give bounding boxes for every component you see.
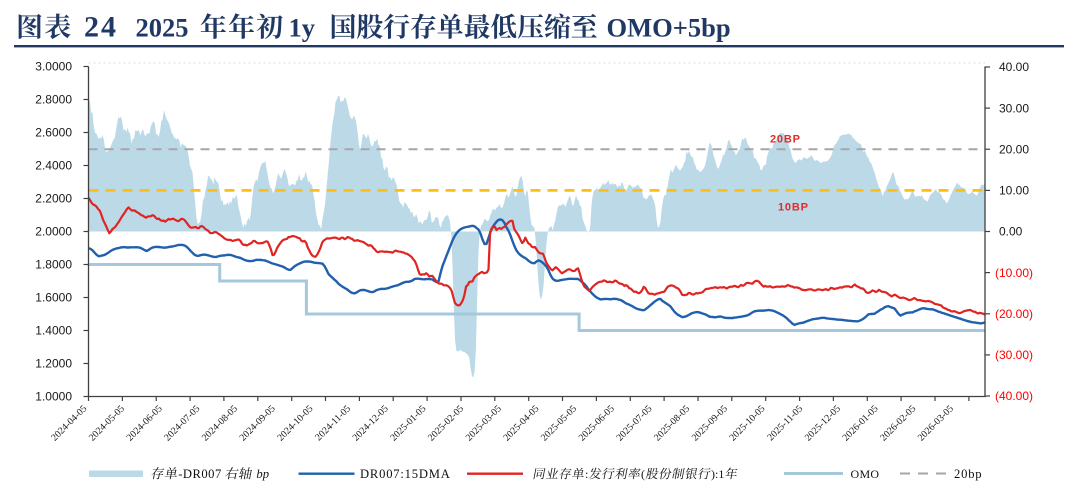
svg-text:2025: 2025 (136, 13, 189, 43)
svg-text:20bp: 20bp (954, 467, 982, 481)
svg-text:3.0000: 3.0000 (35, 60, 72, 74)
svg-text:1.4000: 1.4000 (35, 324, 72, 338)
svg-text:30.00: 30.00 (999, 101, 1029, 115)
svg-text:1.0000: 1.0000 (35, 390, 72, 404)
svg-text::: : (585, 467, 588, 481)
svg-text:(20.00): (20.00) (995, 307, 1033, 321)
svg-text:2.8000: 2.8000 (35, 93, 72, 107)
svg-text:10BP: 10BP (778, 202, 809, 214)
svg-text:40.00: 40.00 (999, 60, 1029, 74)
svg-text:OMO+5bp: OMO+5bp (607, 13, 731, 43)
svg-text:2.2000: 2.2000 (35, 192, 72, 206)
svg-text:24: 24 (84, 11, 118, 44)
svg-text:OMO: OMO (851, 467, 880, 481)
svg-text:(10.00): (10.00) (995, 266, 1033, 280)
svg-text:2.0000: 2.0000 (35, 225, 72, 239)
svg-text:(40.00): (40.00) (995, 389, 1033, 403)
svg-text:2.6000: 2.6000 (35, 126, 72, 140)
svg-text:1.2000: 1.2000 (35, 357, 72, 371)
svg-text:2.4000: 2.4000 (35, 159, 72, 173)
svg-text:1.6000: 1.6000 (35, 291, 72, 305)
svg-text:1y: 1y (289, 13, 316, 43)
svg-text:(: ( (641, 467, 645, 481)
svg-text:bp: bp (256, 467, 269, 481)
svg-text:10.00: 10.00 (999, 184, 1029, 198)
svg-text:20BP: 20BP (770, 134, 801, 146)
svg-text:1.8000: 1.8000 (35, 258, 72, 272)
svg-text:DR007:15DMA: DR007:15DMA (360, 467, 451, 481)
svg-text:(30.00): (30.00) (995, 348, 1033, 362)
svg-text:-DR007: -DR007 (178, 467, 222, 481)
svg-text:20.00: 20.00 (999, 142, 1029, 156)
svg-text:):1: ):1 (711, 467, 724, 481)
svg-text:0.00: 0.00 (999, 225, 1023, 239)
